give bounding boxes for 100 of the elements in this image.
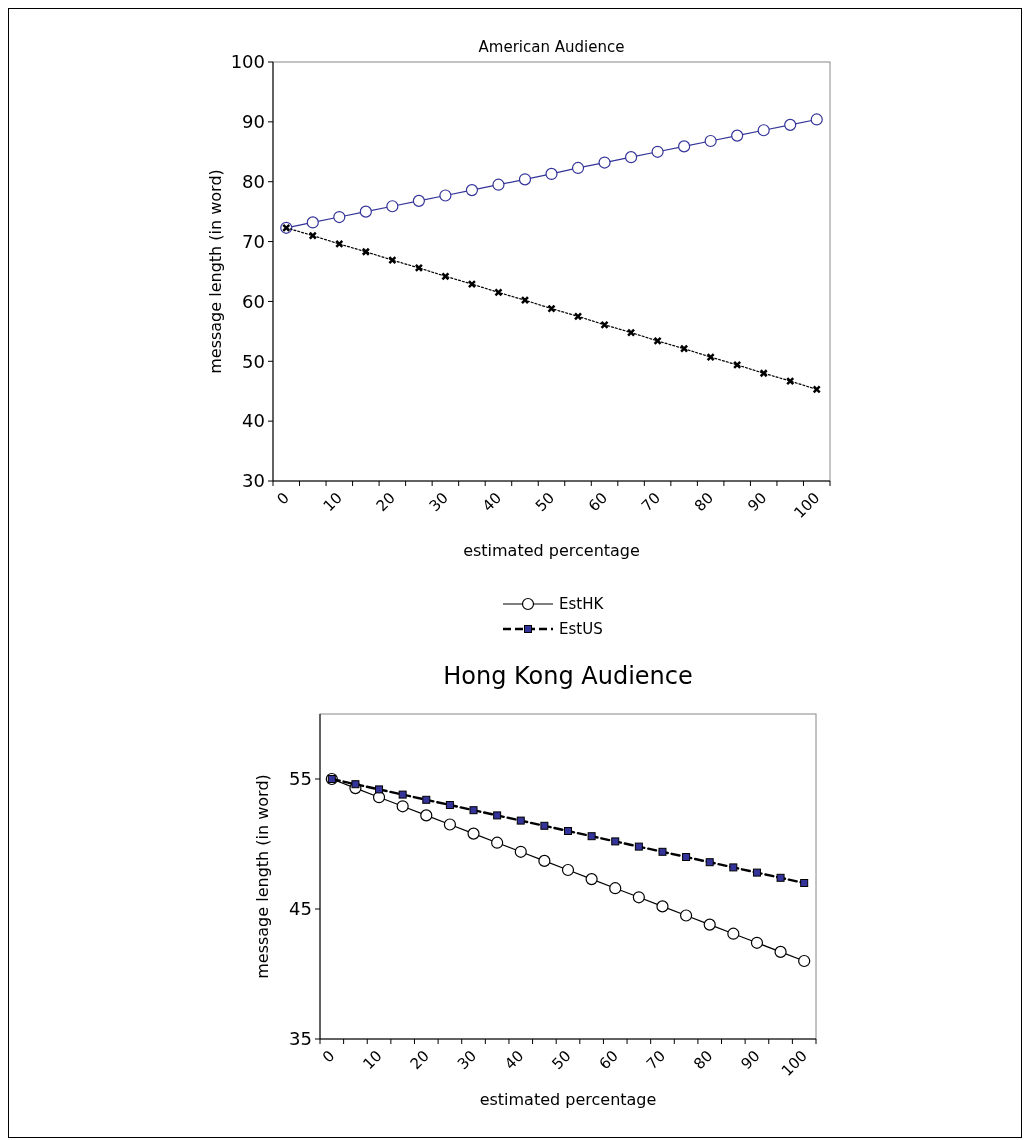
y-tick-label: 50 [242,350,265,372]
point [518,173,532,186]
point [651,145,664,158]
point [439,189,452,202]
point [727,927,740,940]
point [375,785,384,794]
point [492,178,505,191]
legend-label: EstUS [559,620,603,639]
point [729,863,738,872]
chart-title: Hong Kong Audience [443,662,693,690]
y-tick-label: 60 [242,290,265,312]
point [412,194,425,207]
y-tick-label: 70 [242,230,265,252]
y-tick-label: 45 [289,898,312,920]
x-tick-label: 70 [642,1046,670,1074]
point [335,239,344,249]
x-tick-label: 60 [584,488,612,516]
x-tick-label: 20 [372,488,399,516]
x-tick-label: 20 [406,1046,433,1074]
x-tick-label: 80 [690,1046,717,1074]
point [587,832,596,841]
point [333,210,346,224]
point [731,129,744,142]
point [420,809,433,822]
point [538,854,551,867]
point [705,858,714,867]
point [445,801,454,809]
point [398,790,407,799]
chart-title: American Audience [478,38,625,56]
legend-label: EstHK [559,595,605,614]
point [750,936,764,949]
point [757,124,770,137]
point [798,954,811,968]
point [658,847,667,856]
point [516,816,525,825]
point [752,868,761,877]
point [682,853,691,861]
x-axis-title: estimated percentage [463,541,640,560]
point [388,255,397,265]
point [776,873,785,882]
y-tick-label: 90 [242,111,265,133]
point [624,151,638,164]
y-tick-label: 55 [289,768,312,790]
point [571,161,585,175]
x-tick-label: 100 [777,1046,811,1080]
y-tick-label: 40 [242,410,265,432]
point [545,167,558,181]
point [561,863,575,877]
point [306,216,319,229]
point [632,891,645,904]
y-axis-title: message length (in word) [253,774,272,979]
point [386,200,399,213]
x-tick-label: 40 [501,1046,528,1074]
point [634,842,643,851]
point [491,836,504,849]
x-tick-label: 30 [453,1046,481,1074]
point [810,113,823,126]
point [653,336,662,346]
x-tick-label: 60 [595,1046,622,1074]
x-tick-label: 70 [637,488,665,516]
point [396,800,409,813]
point [680,909,693,922]
x-tick-label: 40 [478,488,505,516]
point [493,811,502,820]
x-tick-label: 50 [548,1046,575,1074]
point [609,882,622,895]
point [351,780,360,789]
x-tick-label: 10 [359,1046,386,1074]
point [704,134,717,148]
point [800,879,809,887]
y-tick-label: 80 [242,171,265,193]
point [585,873,598,886]
x-tick-label: 100 [790,488,824,522]
x-tick-label: 0 [318,1046,339,1067]
point [626,328,636,337]
x-tick-label: 10 [319,488,346,516]
point [540,821,549,830]
point [573,312,583,321]
point [784,118,797,131]
point [564,827,572,835]
y-axis-title: message length (in word) [206,169,225,374]
x-tick-label: 80 [690,488,718,516]
x-tick-label: 50 [531,488,559,516]
x-tick-label: 0 [273,488,293,509]
point [469,806,478,815]
point [443,818,457,831]
point [514,845,527,858]
point [598,156,611,169]
x-tick-label: 90 [737,1046,764,1074]
y-tick-label: 30 [242,470,265,492]
x-axis-title: estimated percentage [479,1090,657,1109]
y-tick-label: 100 [230,51,265,73]
x-tick-label: 90 [744,488,771,516]
point [656,900,669,913]
point [678,140,691,153]
y-tick-label: 35 [289,1028,312,1050]
point [467,827,480,840]
point [774,945,787,958]
point [359,205,372,218]
point [422,795,431,804]
